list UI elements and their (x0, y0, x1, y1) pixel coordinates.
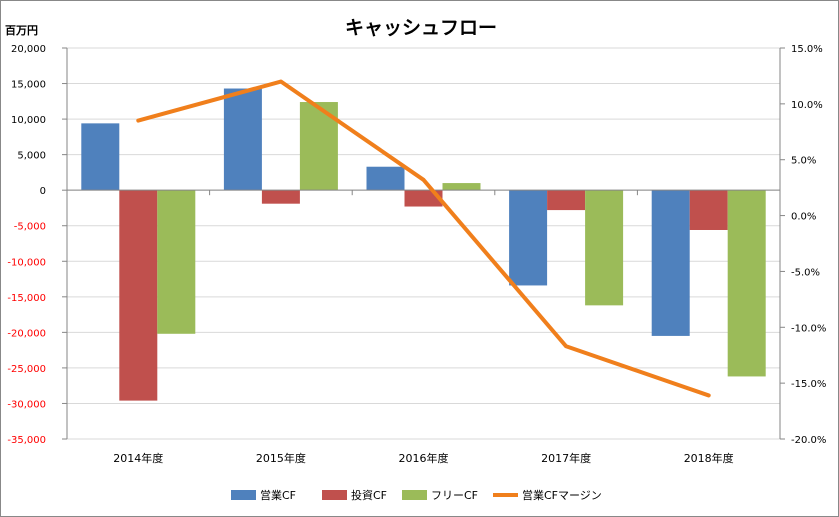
y-tick-label: -20,000 (7, 328, 46, 339)
legend-label: 営業CFマージン (522, 488, 602, 502)
bar (119, 190, 158, 401)
series-line (136, 79, 711, 398)
bar (261, 190, 300, 204)
y-axis-unit-label: 百万円 (5, 24, 38, 37)
x-tick-label: 2016年度 (399, 451, 449, 465)
margin-line (136, 79, 711, 398)
legend-swatch (322, 490, 347, 500)
legend: 営業CF 投資CF フリーCF 営業CFマージン (231, 488, 602, 502)
legend-label: 投資CF (351, 488, 387, 502)
y2-tick-label: -10.0% (791, 323, 826, 334)
bar (727, 190, 766, 377)
y2-tick-label: 15.0% (791, 44, 823, 55)
y2-tick-label: -5.0% (791, 267, 820, 278)
y-tick-label: 15,000 (11, 80, 46, 91)
bar (509, 190, 548, 286)
legend-swatch (402, 490, 427, 500)
bar (585, 190, 624, 306)
y-tick-label: 0 (40, 186, 46, 197)
y-tick-label: -10,000 (7, 257, 46, 268)
bars (81, 88, 766, 401)
chart-title: キャッシュフロー (345, 17, 497, 39)
axes (62, 47, 785, 440)
bar (223, 88, 262, 191)
legend-label: 営業CF (260, 488, 296, 502)
bar (442, 183, 481, 191)
y2-tick-label: -20.0% (791, 435, 826, 446)
x-tick-label: 2014年度 (113, 451, 163, 465)
y-tick-label: -30,000 (7, 399, 46, 410)
legend-label: フリーCF (431, 489, 478, 502)
y-tick-label: -25,000 (7, 364, 46, 375)
bar (81, 123, 120, 191)
x-tick-label: 2018年度 (684, 451, 734, 465)
y-tick-label: -5,000 (14, 222, 46, 233)
y2-tick-label: -15.0% (791, 379, 826, 390)
y2-tick-label: 10.0% (791, 100, 823, 111)
y2-tick-label: 0.0% (791, 212, 816, 223)
y-tick-label: -35,000 (7, 435, 46, 446)
y2-tick-label: 5.0% (791, 156, 816, 167)
bar (651, 190, 690, 336)
bar (547, 190, 586, 211)
category-labels: 2014年度 2015年度 2016年度 2017年度 2018年度 (113, 451, 733, 465)
bar (689, 190, 728, 230)
x-tick-label: 2017年度 (541, 451, 591, 465)
y-tick-label: -15,000 (7, 293, 46, 304)
y-tick-label: 20,000 (11, 44, 46, 55)
tick-labels: 20,000 15,000 10,000 5,000 0 -5,000 -10,000 -15… (7, 44, 826, 446)
x-tick-label: 2015年度 (256, 451, 306, 465)
y-tick-label: 10,000 (11, 115, 46, 126)
y-tick-label: 5,000 (17, 151, 46, 162)
legend-swatch (231, 490, 256, 500)
bar (404, 190, 443, 207)
bar (366, 166, 405, 191)
bar (157, 190, 196, 334)
